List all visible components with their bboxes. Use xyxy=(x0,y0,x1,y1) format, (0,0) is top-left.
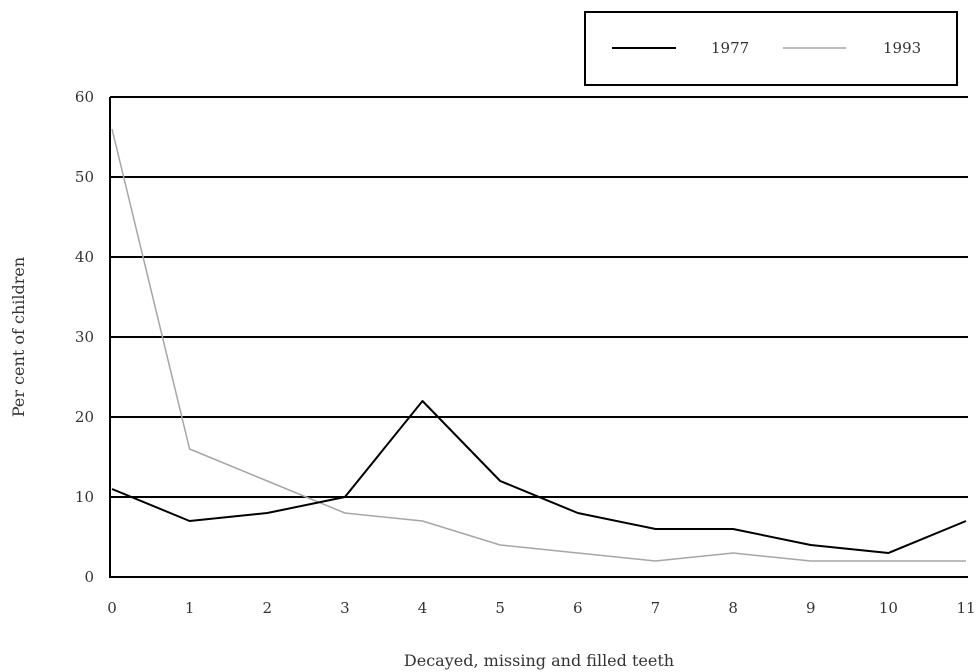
y-tick-label: 50 xyxy=(75,168,94,186)
legend-label-1977: 1977 xyxy=(711,39,749,57)
axes xyxy=(109,97,968,578)
x-tick-labels: 0 1 2 3 4 5 6 7 8 9 10 11 xyxy=(107,599,975,617)
x-tick-label: 10 xyxy=(879,599,898,617)
x-tick-label: 7 xyxy=(651,599,661,617)
series-line-1977 xyxy=(111,400,967,554)
x-tick-label: 1 xyxy=(185,599,195,617)
y-tick-label: 40 xyxy=(75,248,94,266)
legend-label-1993: 1993 xyxy=(883,39,921,57)
x-tick-label: 2 xyxy=(262,599,272,617)
x-tick-label: 5 xyxy=(495,599,505,617)
x-axis-title: Decayed, missing and filled teeth xyxy=(404,651,674,670)
y-tick-label: 0 xyxy=(84,568,94,586)
x-tick-label: 9 xyxy=(806,599,816,617)
y-tick-labels: 0 10 20 30 40 50 60 xyxy=(75,88,94,586)
series-lines xyxy=(111,128,967,562)
legend: 1977 1993 xyxy=(584,11,958,86)
x-tick-label: 3 xyxy=(340,599,350,617)
legend-box xyxy=(584,11,958,86)
x-tick-label: 4 xyxy=(418,599,428,617)
y-tick-label: 10 xyxy=(75,488,94,506)
x-tick-label: 6 xyxy=(573,599,583,617)
x-tick-label: 11 xyxy=(956,599,975,617)
x-tick-label: 0 xyxy=(107,599,117,617)
x-tick-label: 8 xyxy=(728,599,738,617)
y-tick-label: 60 xyxy=(75,88,94,106)
gridlines xyxy=(110,96,968,498)
series-line-1993 xyxy=(111,128,966,562)
y-axis-title: Per cent of children xyxy=(9,257,28,417)
y-tick-label: 20 xyxy=(75,408,94,426)
y-tick-label: 30 xyxy=(75,328,94,346)
